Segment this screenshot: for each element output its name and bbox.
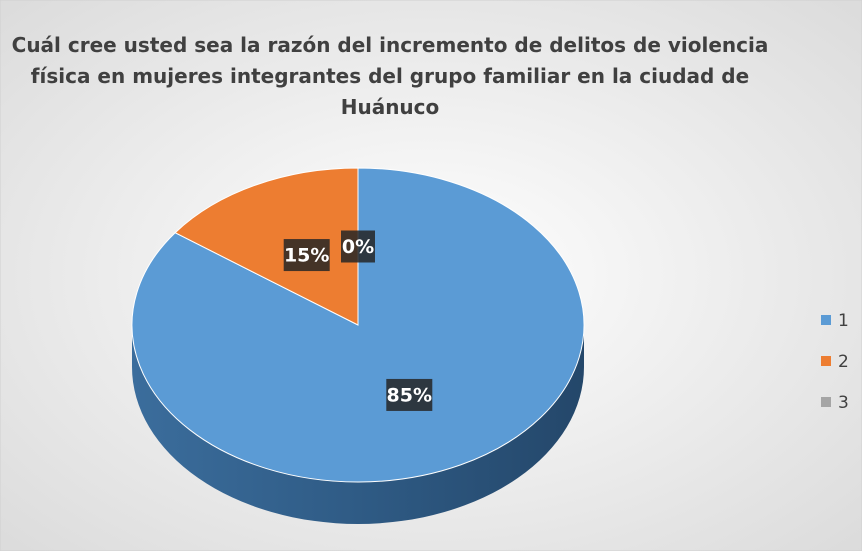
chart-title: Cuál cree usted sea la razón del increme… <box>11 33 769 119</box>
data-label: 85% <box>387 384 432 406</box>
legend-swatch <box>821 315 831 325</box>
data-label-box <box>283 239 330 272</box>
legend-label: 1 <box>838 311 849 331</box>
legend-swatch <box>821 397 831 407</box>
legend-label: 2 <box>838 352 849 372</box>
data-label-box <box>341 230 375 263</box>
data-label: 0% <box>342 236 374 258</box>
pie-slice <box>174 167 359 326</box>
data-label: 15% <box>284 245 329 267</box>
pie-side <box>132 325 584 524</box>
title-box: Cuál cree usted sea la razón del increme… <box>11 33 769 119</box>
legend-swatch <box>821 356 831 366</box>
data-label-box <box>386 378 433 411</box>
legend-label: 3 <box>838 393 849 413</box>
